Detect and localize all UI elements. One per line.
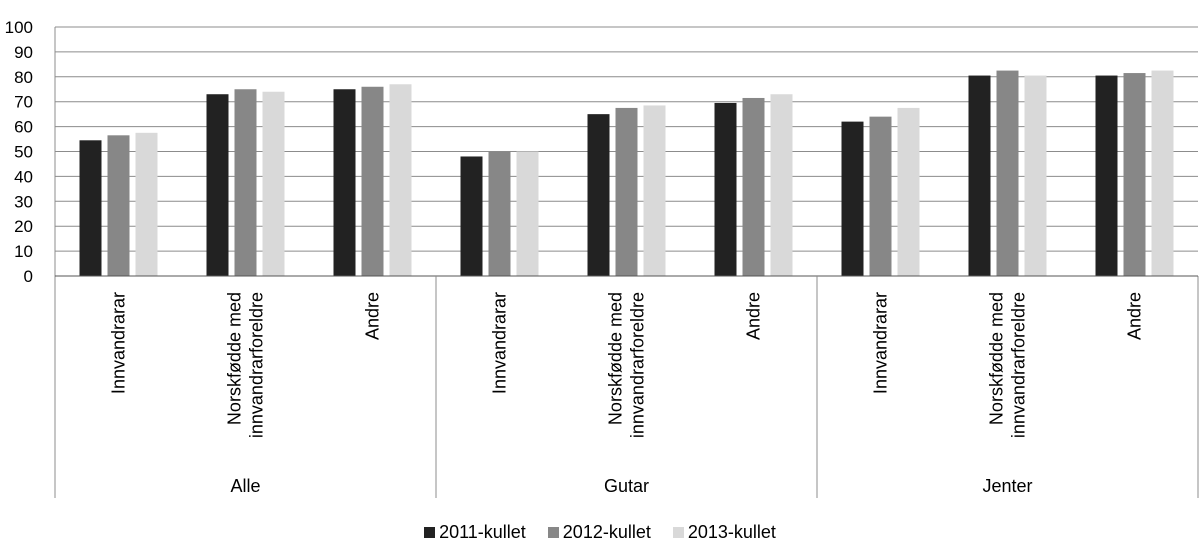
bar-2013-kullet <box>1151 70 1174 276</box>
bar-2013-kullet <box>135 132 158 276</box>
bar-2012-kullet <box>107 135 130 276</box>
bar-2011-kullet <box>1095 75 1118 277</box>
y-tick-label: 50 <box>14 143 33 162</box>
bar-2013-kullet <box>643 105 666 276</box>
y-tick-label: 80 <box>14 68 33 87</box>
bar-chart: 0 10 20 30 40 50 60 70 80 90 100 Innvandrarar Norsk… <box>5 18 1199 498</box>
bar-2011-kullet <box>587 114 610 277</box>
y-tick-label: 0 <box>24 267 33 286</box>
category-label: Andre <box>1125 292 1145 340</box>
category-label: Norskfødde med innvandrarforeldre <box>987 292 1029 438</box>
category-label: Innvandrarar <box>871 292 891 394</box>
bar-2012-kullet <box>742 97 765 276</box>
group-label: Alle <box>230 476 260 496</box>
bar-2013-kullet <box>770 94 793 276</box>
category-labels: Innvandrarar Norskfødde med innvandrarfore… <box>109 292 1145 438</box>
y-tick-label: 40 <box>14 167 33 186</box>
bar-2011-kullet <box>333 89 356 276</box>
y-tick-label: 60 <box>14 118 33 137</box>
legend-item: 2012-kullet <box>547 521 651 543</box>
legend-label: 2013-kullet <box>687 521 776 542</box>
bar-2011-kullet <box>714 102 737 276</box>
category-label: Norskfødde med innvandrarforeldre <box>606 292 648 438</box>
bar-2012-kullet <box>361 86 384 276</box>
category-label: Innvandrarar <box>109 292 129 394</box>
bar-2013-kullet <box>262 91 285 277</box>
category-label: Norskfødde med innvandrarforeldre <box>225 292 267 438</box>
bar-2011-kullet <box>841 121 864 277</box>
bar-2013-kullet <box>1024 75 1047 277</box>
legend-label: 2011-kullet <box>439 521 526 542</box>
legend-swatch <box>547 526 559 538</box>
legend-item: 2013-kullet <box>672 521 776 543</box>
bar-2011-kullet <box>206 94 229 276</box>
bar-2013-kullet <box>516 151 539 276</box>
bar-2012-kullet <box>234 89 257 276</box>
legend-swatch <box>424 526 436 538</box>
legend-item: 2011-kullet <box>424 522 526 543</box>
bar-2011-kullet <box>79 140 102 276</box>
category-label: Innvandrarar <box>490 292 510 394</box>
axes <box>54 27 1199 498</box>
bar-2012-kullet <box>996 70 1019 276</box>
bar-2013-kullet <box>389 84 412 277</box>
bar-2013-kullet <box>897 107 920 276</box>
bars <box>79 70 1174 277</box>
y-tick-label: 70 <box>14 93 33 112</box>
legend-label: 2012-kullet <box>562 521 651 542</box>
y-tick-label: 20 <box>14 217 33 236</box>
bar-2012-kullet <box>1123 73 1146 276</box>
bar-2012-kullet <box>869 116 892 276</box>
y-tick-label: 30 <box>14 192 33 211</box>
legend: 2011-kullet 2012-kullet 2013-kullet <box>0 520 1200 544</box>
bar-2012-kullet <box>488 151 511 276</box>
group-label: Jenter <box>982 476 1032 496</box>
bar-2011-kullet <box>460 156 483 276</box>
bar-2011-kullet <box>968 75 991 277</box>
y-tick-label: 100 <box>5 18 33 37</box>
legend-swatch <box>672 526 684 538</box>
category-label: Andre <box>363 292 383 340</box>
group-label: Gutar <box>604 476 649 496</box>
y-axis-ticks: 0 10 20 30 40 50 60 70 80 90 100 <box>5 18 33 286</box>
category-label: Andre <box>744 292 764 340</box>
bar-2012-kullet <box>615 107 638 276</box>
y-tick-label: 10 <box>14 242 33 261</box>
y-tick-label: 90 <box>14 43 33 62</box>
group-labels: Alle Gutar Jenter <box>230 476 1032 496</box>
